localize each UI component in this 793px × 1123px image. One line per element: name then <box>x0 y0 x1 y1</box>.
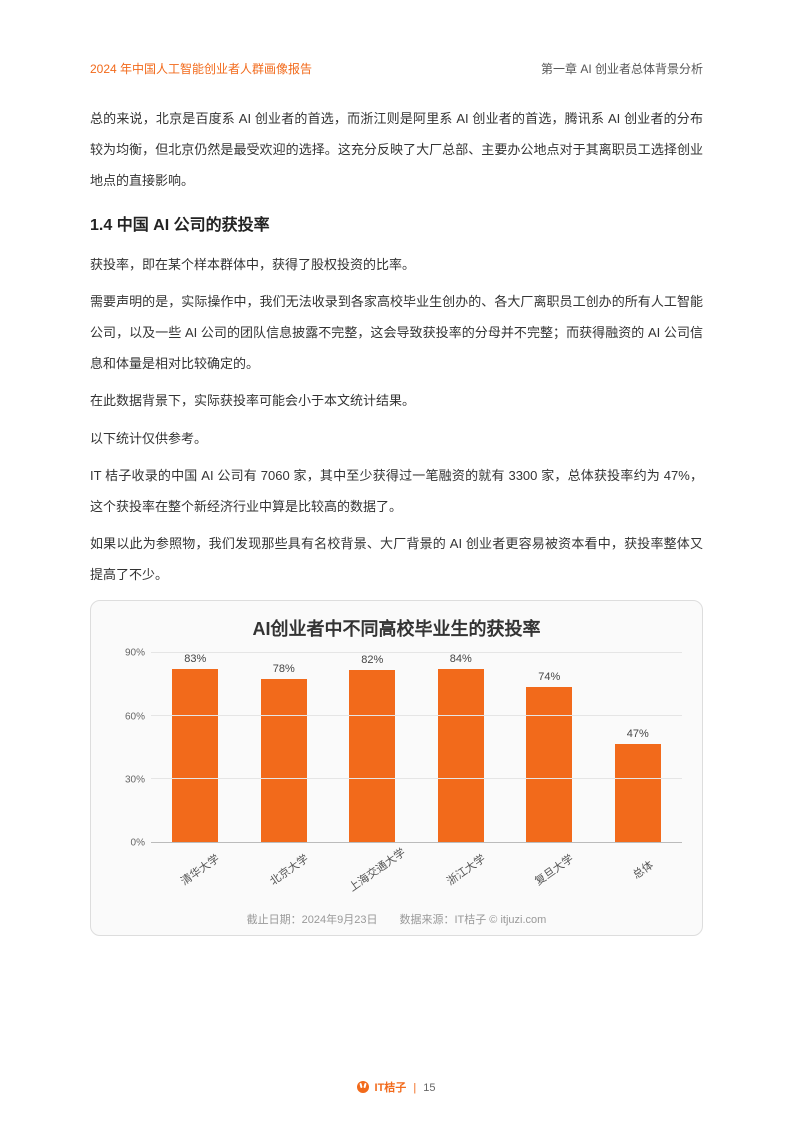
y-tick-label: 30% <box>125 775 145 786</box>
gridline <box>151 652 682 653</box>
y-axis: 0%30%60%90% <box>111 653 151 843</box>
bar <box>526 687 572 842</box>
paragraph: 如果以此为参照物，我们发现那些具有名校背景、大厂背景的 AI 创业者更容易被资本… <box>90 528 703 590</box>
bar <box>172 669 218 842</box>
bar-value-label: 82% <box>361 654 383 666</box>
y-tick-label: 90% <box>125 648 145 659</box>
body-text: 总的来说，北京是百度系 AI 创业者的首选，而浙江则是阿里系 AI 创业者的首选… <box>90 103 703 590</box>
bar-value-label: 84% <box>450 653 472 665</box>
bar-group: 82% <box>328 653 417 842</box>
paragraph: IT 桔子收录的中国 AI 公司有 7060 家，其中至少获得过一笔融资的就有 … <box>90 460 703 522</box>
bar-group: 83% <box>151 653 240 842</box>
bar-value-label: 83% <box>184 653 206 665</box>
header-left: 2024 年中国人工智能创业者人群画像报告 <box>90 60 312 77</box>
section-title: 1.4 中国 AI 公司的获投率 <box>90 211 703 235</box>
bar-group: 47% <box>594 653 683 842</box>
bar <box>438 669 484 842</box>
footer-divider: | <box>413 1082 416 1094</box>
header-right: 第一章 AI 创业者总体背景分析 <box>541 60 703 77</box>
bar-group: 78% <box>240 653 329 842</box>
bar-group: 84% <box>417 653 506 842</box>
paragraph: 以下统计仅供参考。 <box>90 423 703 454</box>
paragraph: 在此数据背景下，实际获投率可能会小于本文统计结果。 <box>90 385 703 416</box>
bar <box>615 744 661 843</box>
y-tick-label: 0% <box>131 838 145 849</box>
x-axis-labels: 清华大学北京大学上海交通大学浙江大学复旦大学总体 <box>151 863 682 909</box>
paragraph: 总的来说，北京是百度系 AI 创业者的首选，而浙江则是阿里系 AI 创业者的首选… <box>90 103 703 197</box>
logo-icon <box>357 1081 369 1093</box>
bar-group: 74% <box>505 653 594 842</box>
bar-value-label: 74% <box>538 671 560 683</box>
bar <box>349 670 395 842</box>
gridline <box>151 715 682 716</box>
page-number: 15 <box>423 1082 435 1094</box>
bar-value-label: 78% <box>273 663 295 675</box>
chart-container: AI创业者中不同高校毕业生的获投率 0%30%60%90% 83%78%82%8… <box>90 600 703 936</box>
footer-brand: IT桔子 <box>375 1082 407 1094</box>
gridline <box>151 778 682 779</box>
y-tick-label: 60% <box>125 711 145 722</box>
bar-value-label: 47% <box>627 728 649 740</box>
chart-plot: 83% 78% 82% 84% 74% 47% <box>151 653 682 843</box>
chart-area: 0%30%60%90% 83%78%82%84%74%47% <box>111 653 682 843</box>
chart-title: AI创业者中不同高校毕业生的获投率 <box>111 615 682 641</box>
bar <box>261 679 307 843</box>
page-header: 2024 年中国人工智能创业者人群画像报告 第一章 AI 创业者总体背景分析 <box>90 60 703 77</box>
chart-bars: 83% 78% 82% 84% 74% 47% <box>151 653 682 842</box>
page-footer: IT桔子 | 15 <box>0 1079 793 1095</box>
paragraph: 获投率，即在某个样本群体中，获得了股权投资的比率。 <box>90 249 703 280</box>
paragraph: 需要声明的是，实际操作中，我们无法收录到各家高校毕业生创办的、各大厂离职员工创办… <box>90 286 703 380</box>
